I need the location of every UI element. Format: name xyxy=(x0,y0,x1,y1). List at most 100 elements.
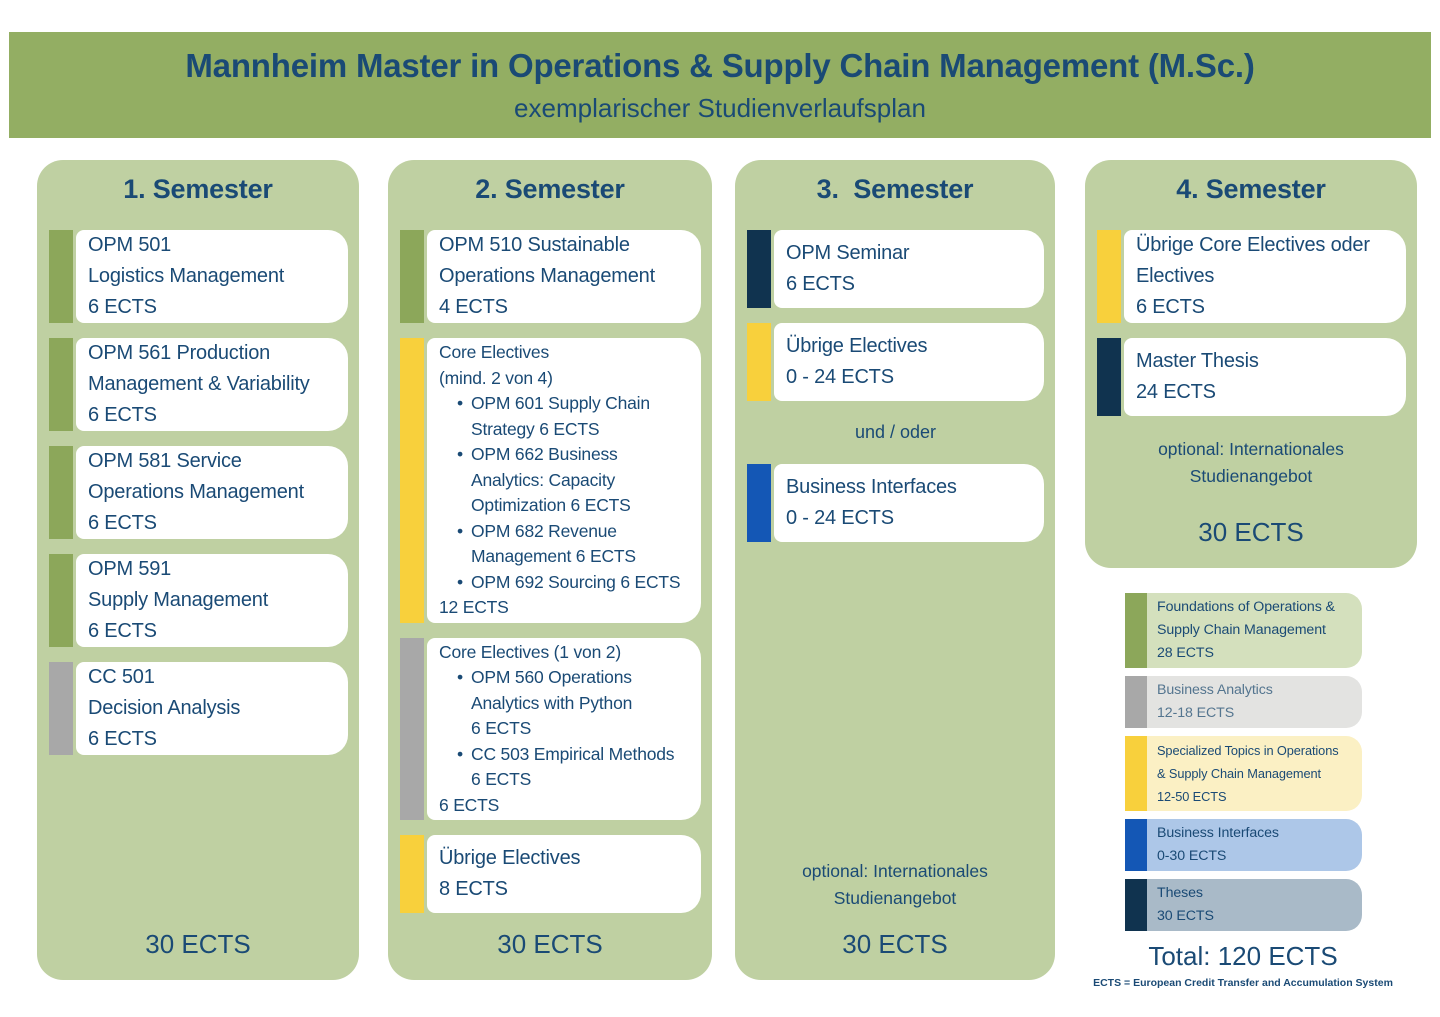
course-line: Business Interfaces xyxy=(786,476,957,498)
blue-accent-bar xyxy=(747,464,771,542)
course-line: Decision Analysis xyxy=(88,697,241,719)
course-line: Übrige Core Electives oder xyxy=(1136,234,1370,256)
course-card: Business Interfaces 0 - 24 ECTS xyxy=(747,464,1044,542)
yellow-accent-bar xyxy=(400,338,424,623)
course-card: OPM 510 Sustainable Operations Management… xyxy=(400,230,701,323)
course-line: OPM 601 Supply Chain xyxy=(439,391,689,417)
course-line: Übrige Electives xyxy=(786,335,928,357)
legend-total: Total: 120 ECTS xyxy=(1148,941,1338,971)
course-card-body: OPM 501 Logistics Management 6 ECTS xyxy=(76,230,348,323)
course-line: OPM 692 Sourcing 6 ECTS xyxy=(439,570,689,596)
course-line: 6 ECTS xyxy=(88,296,157,318)
legend-item: Specialized Topics in Operations & Suppl… xyxy=(1125,736,1362,811)
course-card-body: Übrige Electives 8 ECTS xyxy=(427,835,701,913)
course-line: 6 ECTS xyxy=(88,728,157,750)
yellow-accent-bar xyxy=(400,835,424,913)
course-line: CC 501 xyxy=(88,666,155,688)
blue-accent-bar xyxy=(1125,819,1147,871)
course-line: Supply Management xyxy=(88,589,269,611)
legend-text: Specialized Topics in Operations & Suppl… xyxy=(1157,743,1339,804)
semester-4-cards: Übrige Core Electives oder Electives 6 ECT… xyxy=(1097,230,1406,416)
gray-accent-bar xyxy=(1125,676,1147,728)
green-accent-bar xyxy=(1125,593,1147,668)
semester-3-optional-note: optional: Internationales Studienangebot xyxy=(802,861,988,908)
course-line: Core Electives xyxy=(439,342,550,362)
course-line: Analytics: Capacity xyxy=(471,469,616,490)
course-line: 6 ECTS xyxy=(88,404,157,426)
course-card: OPM 591 Supply Management 6 ECTS xyxy=(49,554,348,647)
course-line: Management 6 ECTS xyxy=(471,546,636,566)
semester-3-title: 3. Semester xyxy=(816,174,974,204)
navy-accent-bar xyxy=(1097,338,1121,416)
course-line: 6 ECTS xyxy=(471,718,532,738)
course-line: 12 ECTS xyxy=(439,597,509,617)
course-line: (mind. 2 von 4) xyxy=(439,367,553,388)
semester-4-optional-note: optional: Internationales Studienangebot xyxy=(1158,439,1344,486)
course-card: Übrige Electives 8 ECTS xyxy=(400,835,701,913)
legend-item: Theses 30 ECTS xyxy=(1125,879,1362,931)
course-card: Übrige Electives 0 - 24 ECTS xyxy=(747,323,1044,401)
course-card-body: Übrige Core Electives oder Electives 6 ECT… xyxy=(1124,230,1406,323)
yellow-accent-bar xyxy=(1097,230,1121,323)
course-line: Core Electives (1 von 2) xyxy=(439,641,621,662)
course-card-body: CC 501 Decision Analysis 6 ECTS xyxy=(76,662,348,755)
green-accent-bar xyxy=(49,446,73,539)
legend-text: Foundations of Operations & Supply Chain… xyxy=(1157,599,1335,661)
legend-text: Theses 30 ECTS xyxy=(1157,885,1214,924)
course-line: OPM 561 Production xyxy=(88,342,271,364)
course-line: 6 ECTS xyxy=(88,620,157,642)
course-card: Core Electives (1 von 2) OPM 560 Operatio… xyxy=(400,637,701,820)
course-card: OPM Seminar 6 ECTS xyxy=(747,230,1044,308)
gray-accent-bar xyxy=(400,637,424,820)
course-line: Operations Management xyxy=(88,481,304,503)
legend-text: Business Analytics 12-18 ECTS xyxy=(1157,682,1273,721)
course-card-body: Core Electives (mind. 2 von 4) OPM 601 Sup… xyxy=(427,338,701,623)
semester-2-panel: 2. Semester OPM 510 Sustainable Operation… xyxy=(388,160,712,980)
course-card: OPM 561 Production Management & Variabili… xyxy=(49,338,348,431)
course-line: 6 ECTS xyxy=(1136,296,1205,318)
semester-4-title: 4. Semester xyxy=(1176,174,1326,204)
course-line: Operations Management xyxy=(439,265,655,287)
course-line: OPM 501 xyxy=(88,234,172,256)
course-card: OPM 581 Service Operations Management 6 EC… xyxy=(49,446,348,539)
yellow-accent-bar xyxy=(1125,736,1147,811)
course-line: OPM 591 xyxy=(88,558,172,580)
semester-3-panel: 3. Semester OPM Seminar 6 ECTS Übrige Elec… xyxy=(735,160,1055,980)
course-line: Master Thesis xyxy=(1136,350,1259,372)
page-subtitle: exemplarischer Studienverlaufsplan xyxy=(514,92,926,123)
semester-2-title: 2. Semester xyxy=(475,174,625,204)
semester-4-panel: 4. Semester Übrige Core Electives oder El… xyxy=(1085,160,1417,568)
course-card-body: OPM 561 Production Management & Variabili… xyxy=(76,338,348,431)
course-line: Analytics with Python xyxy=(471,692,633,713)
course-line: OPM 682 Revenue xyxy=(439,519,689,545)
legend-item: Business Analytics 12-18 ECTS xyxy=(1125,676,1362,728)
semester-1-title: 1. Semester xyxy=(123,174,273,204)
course-line: 6 ECTS xyxy=(786,273,855,295)
semester-2-cards: OPM 510 Sustainable Operations Management… xyxy=(400,230,701,913)
course-line: 6 ECTS xyxy=(471,769,532,789)
course-line: OPM 662 Business xyxy=(439,442,689,468)
gray-accent-bar xyxy=(49,662,73,755)
course-line: OPM 581 Service xyxy=(88,450,242,472)
ects-abbreviation-note: ECTS = European Credit Transfer and Accu… xyxy=(1093,977,1393,989)
course-line: 6 ECTS xyxy=(439,794,500,815)
course-card-body: Übrige Electives 0 - 24 ECTS xyxy=(774,323,1044,401)
semester-2-total: 30 ECTS xyxy=(497,929,603,959)
legend-text: Business Interfaces 0-30 ECTS xyxy=(1157,825,1279,864)
course-card: Übrige Core Electives oder Electives 6 ECT… xyxy=(1097,230,1406,323)
course-line: 0 - 24 ECTS xyxy=(786,366,894,388)
green-accent-bar xyxy=(49,554,73,647)
page-title: Mannheim Master in Operations & Supply C… xyxy=(185,46,1255,84)
course-line: 8 ECTS xyxy=(439,878,508,900)
course-line: OPM Seminar xyxy=(786,242,910,264)
course-card: CC 501 Decision Analysis 6 ECTS xyxy=(49,662,348,755)
green-accent-bar xyxy=(400,230,424,323)
course-line: Optimization 6 ECTS xyxy=(471,495,631,515)
semester-3-total: 30 ECTS xyxy=(842,929,948,959)
yellow-accent-bar xyxy=(747,323,771,401)
course-line: OPM 510 Sustainable xyxy=(439,234,630,256)
semester-1-total: 30 ECTS xyxy=(145,929,251,959)
legend-item: Foundations of Operations & Supply Chain… xyxy=(1125,593,1362,668)
navy-accent-bar xyxy=(747,230,771,308)
course-line: Electives xyxy=(1136,265,1215,287)
